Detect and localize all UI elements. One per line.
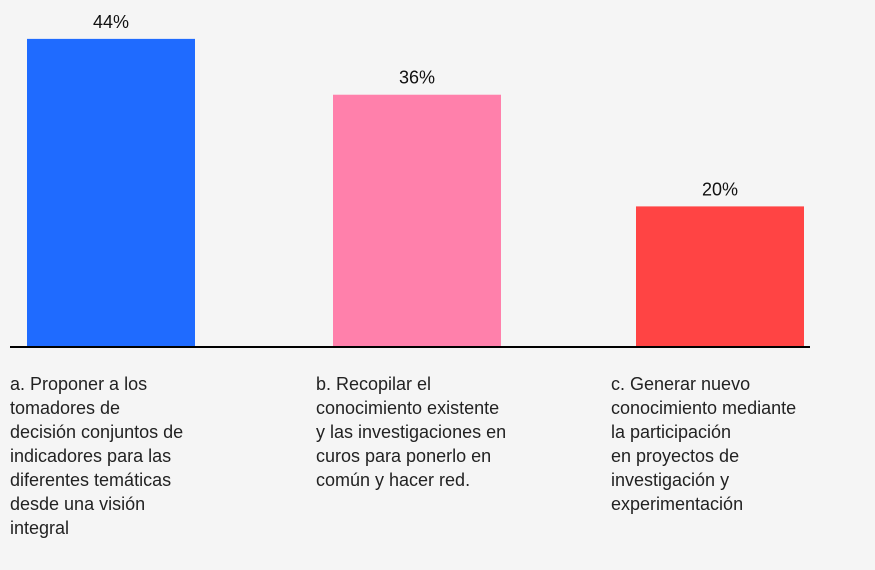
bar xyxy=(636,206,804,346)
value-label: 36% xyxy=(399,68,435,88)
bar xyxy=(333,94,501,346)
bar xyxy=(27,38,195,346)
category-label: c. Generar nuevo conocimiento mediante l… xyxy=(611,374,797,514)
value-label: 20% xyxy=(702,179,738,199)
value-label: 44% xyxy=(93,12,129,32)
category-label: a. Proponer a los tomadores de decisión … xyxy=(10,374,184,538)
category-label: b. Recopilar el conocimiento existente y… xyxy=(316,374,507,490)
